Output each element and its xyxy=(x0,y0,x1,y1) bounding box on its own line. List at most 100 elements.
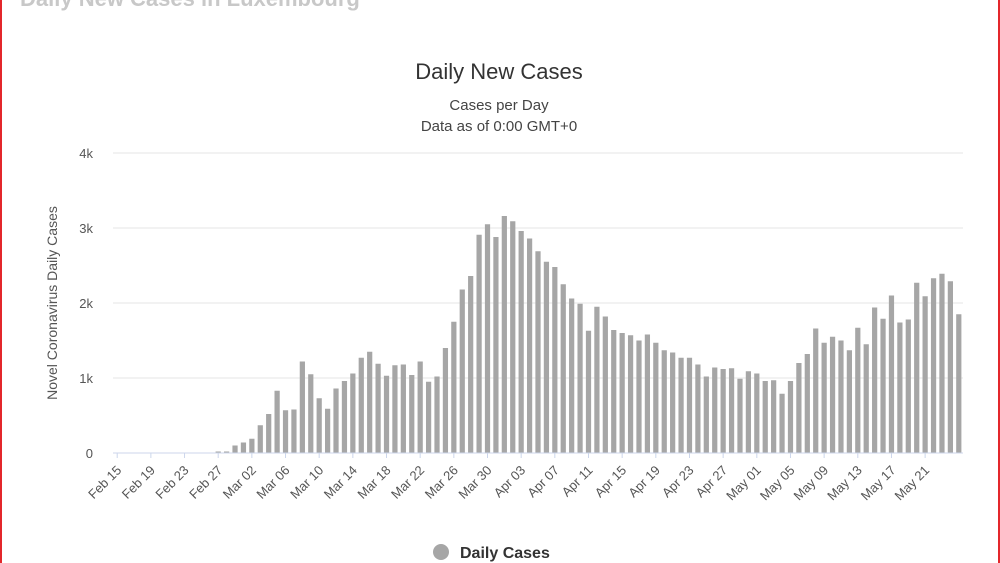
bar[interactable] xyxy=(821,342,827,453)
bar[interactable] xyxy=(771,380,777,453)
bar[interactable] xyxy=(451,321,457,453)
bar[interactable] xyxy=(728,368,735,453)
bar[interactable] xyxy=(754,373,760,454)
bar[interactable] xyxy=(627,335,634,453)
bar[interactable] xyxy=(804,354,810,453)
bar[interactable] xyxy=(829,336,836,453)
bar[interactable] xyxy=(577,303,583,453)
bar[interactable] xyxy=(745,371,752,453)
bar[interactable] xyxy=(459,289,465,454)
bar[interactable] xyxy=(493,237,499,453)
bar[interactable] xyxy=(737,378,743,453)
x-tick-label: May 21 xyxy=(891,463,932,504)
bar[interactable] xyxy=(922,296,928,453)
bar[interactable] xyxy=(762,381,768,453)
y-tick-label: 2k xyxy=(79,296,93,311)
bar[interactable] xyxy=(518,231,524,453)
bar[interactable] xyxy=(947,281,953,453)
bar[interactable] xyxy=(914,282,920,453)
bar[interactable] xyxy=(855,327,861,453)
bar[interactable] xyxy=(425,381,432,453)
bar[interactable] xyxy=(644,334,651,454)
bar[interactable] xyxy=(880,318,886,453)
bar[interactable] xyxy=(434,376,440,454)
bar[interactable] xyxy=(232,445,238,454)
bar[interactable] xyxy=(350,373,356,454)
bar[interactable] xyxy=(308,374,314,453)
bar[interactable] xyxy=(888,295,895,454)
x-tick-label: Mar 30 xyxy=(455,463,494,502)
bar[interactable] xyxy=(956,314,962,453)
bar[interactable] xyxy=(863,344,869,453)
bar[interactable] xyxy=(552,267,558,453)
bar[interactable] xyxy=(291,409,297,454)
bar[interactable] xyxy=(274,390,280,453)
legend[interactable]: Daily Cases xyxy=(433,544,550,562)
bar[interactable] xyxy=(897,322,903,454)
bar[interactable] xyxy=(215,451,221,454)
bar[interactable] xyxy=(703,376,709,454)
bar[interactable] xyxy=(653,342,659,453)
bar[interactable] xyxy=(872,307,878,454)
bar[interactable] xyxy=(442,348,449,453)
bar[interactable] xyxy=(543,261,550,453)
bar[interactable] xyxy=(712,367,718,454)
bar[interactable] xyxy=(838,340,844,454)
bar[interactable] xyxy=(409,375,415,453)
bar[interactable] xyxy=(367,351,373,453)
x-tick-label: May 13 xyxy=(824,463,865,504)
bar[interactable] xyxy=(257,425,263,453)
bar[interactable] xyxy=(417,361,423,454)
x-tick-label: Feb 27 xyxy=(186,463,225,502)
bar[interactable] xyxy=(400,364,406,454)
bar[interactable] xyxy=(594,306,600,453)
bar[interactable] xyxy=(939,273,945,453)
bar[interactable] xyxy=(678,357,684,453)
y-tick-label: 4k xyxy=(79,146,93,161)
bar[interactable] xyxy=(526,238,533,454)
bar[interactable] xyxy=(560,284,566,453)
bar[interactable] xyxy=(930,278,937,453)
bar[interactable] xyxy=(670,352,676,454)
bar[interactable] xyxy=(585,330,592,453)
bar[interactable] xyxy=(510,221,516,453)
bar[interactable] xyxy=(325,408,331,453)
bar[interactable] xyxy=(476,234,482,453)
bar[interactable] xyxy=(720,369,726,453)
x-tick-label: Mar 10 xyxy=(287,463,326,502)
bar[interactable] xyxy=(602,316,608,454)
bar[interactable] xyxy=(619,333,625,453)
bar[interactable] xyxy=(779,393,785,453)
bar[interactable] xyxy=(535,251,541,453)
bar[interactable] xyxy=(266,414,272,453)
bar[interactable] xyxy=(383,375,390,453)
bar[interactable] xyxy=(358,357,364,453)
bar[interactable] xyxy=(846,350,852,453)
bar[interactable] xyxy=(468,276,474,453)
bar[interactable] xyxy=(484,224,491,453)
bar[interactable] xyxy=(661,350,667,453)
bar[interactable] xyxy=(501,216,507,453)
bar[interactable] xyxy=(392,365,398,453)
bar[interactable] xyxy=(375,363,381,453)
bar[interactable] xyxy=(813,328,819,454)
bar[interactable] xyxy=(611,330,617,453)
x-tick-label: Mar 26 xyxy=(422,463,461,502)
bar[interactable] xyxy=(249,438,255,453)
bar[interactable] xyxy=(224,451,230,454)
bar[interactable] xyxy=(787,381,794,453)
bar[interactable] xyxy=(341,381,348,453)
bar[interactable] xyxy=(686,357,693,453)
bar[interactable] xyxy=(316,398,322,453)
bar[interactable] xyxy=(695,364,701,454)
bar[interactable] xyxy=(636,340,642,454)
bar[interactable] xyxy=(333,388,339,454)
bar[interactable] xyxy=(282,410,289,453)
bar[interactable] xyxy=(569,298,575,454)
bar[interactable] xyxy=(240,442,247,454)
bar[interactable] xyxy=(905,319,911,454)
bar[interactable] xyxy=(796,363,802,453)
bar[interactable] xyxy=(299,361,305,454)
x-tick-label: Apr 15 xyxy=(592,463,630,501)
